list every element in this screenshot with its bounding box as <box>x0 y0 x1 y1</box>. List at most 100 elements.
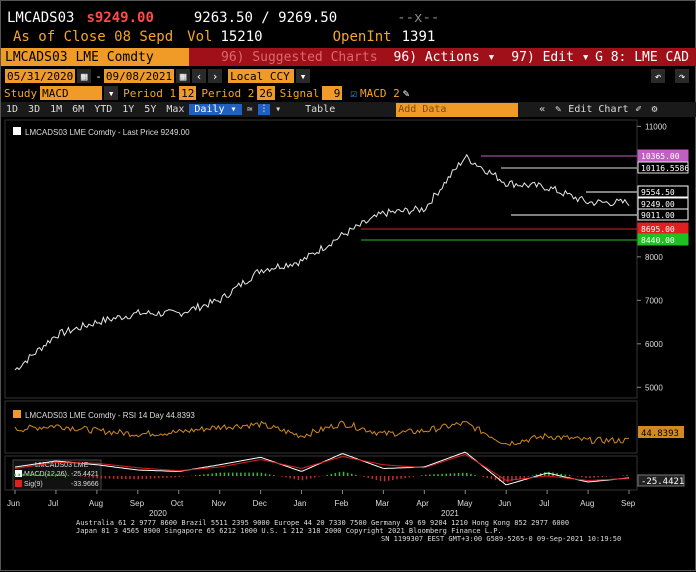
period-button[interactable]: 5Y <box>144 104 157 115</box>
period1-label: Period 1 <box>123 86 177 100</box>
study-select[interactable]: MACD <box>40 86 103 100</box>
title-bar: LMCADS03 LME Comdty 96) Suggested Charts… <box>1 48 696 66</box>
rsi-series-line <box>14 420 630 447</box>
macd-legend-title: LMCADS03 LME <box>35 462 89 469</box>
edit-icon[interactable]: ✐ <box>635 104 642 115</box>
price-legend: LMCADS03 LME Comdty - Last Price 9249.00 <box>25 128 190 137</box>
currency-select[interactable]: Local CCY <box>228 69 295 83</box>
quote-line-1: LMCADS03 s9249.00 9263.50 / 9269.50 --x-… <box>1 7 696 29</box>
vol-label: Vol <box>187 29 213 45</box>
signal-label: Signal <box>279 86 320 100</box>
chart-toolbar: 1D 3D 1M 6M YTD 1Y 5Y Max Daily ▾ ≃ ⫶ ▾ … <box>1 102 696 117</box>
macd-last-badge <box>637 474 685 487</box>
period-button[interactable]: Max <box>166 104 185 115</box>
prev-arrow-icon[interactable]: ‹ <box>192 69 207 83</box>
function-label: G 8: LME CAD <box>595 49 689 65</box>
calendar-icon[interactable]: ▦ <box>176 69 191 83</box>
x-tick-label: Sep <box>130 499 145 508</box>
rsi-last-badge <box>638 426 684 438</box>
frequency-select[interactable]: Daily ▾ <box>189 104 242 115</box>
x-tick-label: Jul <box>48 499 58 508</box>
signal-series-line <box>14 453 630 482</box>
collapse-icon[interactable]: « <box>539 104 546 115</box>
openint-value: 1391 <box>401 29 436 45</box>
year-label-2021: 2021 <box>441 509 459 518</box>
pencil-icon[interactable]: ✎ <box>555 104 562 115</box>
calendar-icon[interactable]: ▦ <box>77 69 92 83</box>
price-level-badge <box>637 233 689 246</box>
legend-swatch-macd <box>15 470 22 477</box>
period2-label: Period 2 <box>201 86 255 100</box>
end-date-field[interactable]: 09/08/2021 <box>103 69 175 83</box>
edit-menu[interactable]: 97) Edit ▾ <box>511 49 590 65</box>
price-level-label: 8440.00 <box>641 236 675 245</box>
actions-menu[interactable]: 96) Actions ▾ <box>393 49 496 65</box>
price-level-label: 10116.5586 <box>641 164 689 173</box>
macd2-label: MACD 2 <box>359 86 400 100</box>
suggested-charts-button[interactable]: 96) Suggested Charts <box>221 49 378 65</box>
ticker: LMCADS03 <box>7 10 75 26</box>
macd-legend-value: -25.4421 <box>71 471 99 478</box>
x-tick-label: Sep <box>621 499 636 508</box>
x-tick-label: Aug <box>580 499 594 508</box>
rsi-legend: LMCADS03 LME Comdty - RSI 14 Day 44.8393 <box>25 411 195 420</box>
gear-icon[interactable]: ⚙ <box>651 104 658 115</box>
period2-input[interactable]: 26 <box>257 86 275 100</box>
x-tick-label: Dec <box>253 499 267 508</box>
x-tick-label: Jun <box>498 499 511 508</box>
date-controls: 05/31/2020 ▦ - 09/08/2021 ▦ ‹ › Local CC… <box>1 68 696 84</box>
table-button[interactable]: Table <box>305 104 336 115</box>
footer-line-1: Australia 61 2 9777 8600 Brazil 5511 239… <box>76 519 569 527</box>
y-tick-label: 7000 <box>645 296 663 305</box>
x-tick-label: Jun <box>7 499 20 508</box>
period-button[interactable]: YTD <box>94 104 113 115</box>
macd-panel <box>4 455 638 491</box>
x-tick-label: Feb <box>334 499 348 508</box>
macd-last-value: -25.4421 <box>641 477 684 487</box>
price-level-labels: 10365.00 10116.5586 9554.50 9249.00 9011.00 8… <box>637 149 689 246</box>
chevron-down-icon[interactable]: ▾ <box>104 86 119 100</box>
add-data-input[interactable]: Add Data <box>396 102 519 117</box>
period-button[interactable]: 1D <box>6 104 19 115</box>
start-date-field[interactable]: 05/31/2020 <box>5 69 76 83</box>
chevron-down-icon[interactable]: ▾ <box>296 69 311 83</box>
checkbox-icon[interactable]: ☑ <box>350 86 357 100</box>
period-button[interactable]: 1Y <box>122 104 135 115</box>
bid-ask: 9263.50 / 9269.50 <box>193 10 338 26</box>
x-tick-label: Jul <box>539 499 549 508</box>
period1-input[interactable]: 12 <box>179 86 197 100</box>
price-series-line <box>14 153 630 371</box>
next-arrow-icon[interactable]: › <box>208 69 223 83</box>
price-level-badge <box>637 161 689 174</box>
pencil-icon[interactable]: ✎ <box>402 86 410 100</box>
footer-line-3: SN 1199307 EEST GMT+3:00 G589-5265-0 09-… <box>381 535 621 543</box>
bar-style-icon[interactable]: ⫶ <box>257 104 271 115</box>
study-label: Study <box>4 86 38 100</box>
period-button[interactable]: 6M <box>72 104 85 115</box>
x-tick-label: Nov <box>212 499 226 508</box>
x-tick-label: Aug <box>89 499 103 508</box>
price-level-label: 9249.00 <box>641 200 675 209</box>
quote-line-2: As of Close 08 Sepd Vol 15210 OpenInt 13… <box>1 27 696 47</box>
edit-chart-button[interactable]: Edit Chart <box>568 104 629 115</box>
line-style-icon[interactable]: ≃ <box>246 104 253 115</box>
x-tick-label: Mar <box>375 499 389 508</box>
x-tick-label: Apr <box>416 499 429 508</box>
signal-legend-name: Sig(9) <box>24 481 43 488</box>
redo-icon[interactable]: ↷ <box>675 69 689 83</box>
chart-area[interactable]: LMCADS03 LME Comdty - Last Price 9249.00… <box>1 118 696 572</box>
price-level-label: 8695.00 <box>641 225 675 234</box>
period-button[interactable]: 3D <box>28 104 41 115</box>
y-tick-label: 11000 <box>645 122 667 131</box>
x-marker: --x-- <box>397 10 440 26</box>
price-level-badge <box>637 149 689 162</box>
chevron-down-icon[interactable]: ▾ <box>275 104 282 115</box>
legend-swatch-rsi <box>13 410 21 418</box>
macd-legend-name: MACD(12,26) <box>24 471 67 478</box>
price-level-badge <box>637 185 689 198</box>
undo-icon[interactable]: ↶ <box>651 69 665 83</box>
signal-input[interactable]: 9 <box>322 86 343 100</box>
price-level-badge <box>637 208 689 221</box>
year-label-2020: 2020 <box>149 509 167 518</box>
period-button[interactable]: 1M <box>50 104 63 115</box>
